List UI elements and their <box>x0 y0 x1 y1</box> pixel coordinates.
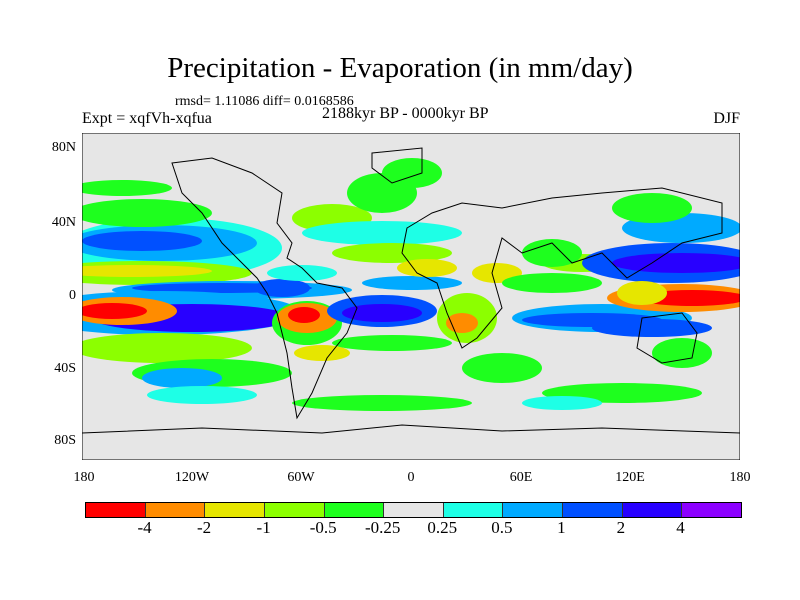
colorbar-swatch <box>503 503 564 517</box>
plot-title: Precipitation - Evaporation (in mm/day) <box>167 52 633 84</box>
lon-label-180w: 180 <box>73 470 95 485</box>
lat-label-0: 0 <box>69 288 76 303</box>
field-contours <box>82 133 740 460</box>
colorbar-swatch <box>86 503 146 517</box>
lon-label-0: 0 <box>407 470 415 485</box>
lat-label-40n: 40N <box>51 215 76 230</box>
period-label: 2188kyr BP - 0000kyr BP <box>322 105 489 122</box>
season-label: DJF <box>713 110 740 127</box>
colorbar-tick-label: 0.25 <box>427 518 458 537</box>
coastlines <box>82 147 740 434</box>
colorbar-tick-label: -4 <box>137 518 152 537</box>
colorbar-swatch <box>384 503 444 517</box>
colorbar-swatch <box>205 503 265 517</box>
colorbar-tick-label: 4 <box>676 518 685 537</box>
colorbar-tick-label: 0.5 <box>491 518 513 537</box>
experiment-label: Expt = xqfVh-xqfua <box>82 110 212 127</box>
colorbar-tick-label: -1 <box>256 518 271 537</box>
lon-label-60w: 60W <box>287 470 315 485</box>
lat-label-40s: 40S <box>54 361 76 376</box>
colorbar-swatch <box>443 503 504 517</box>
lon-label-120w: 120W <box>174 470 210 485</box>
colorbar-swatch <box>324 503 385 517</box>
lat-label-80n: 80N <box>51 140 76 155</box>
lon-label-120e: 120E <box>615 470 645 485</box>
colorbar-swatch <box>622 503 683 517</box>
colorbar-tick-label: -2 <box>196 518 212 537</box>
lon-label-60e: 60E <box>509 470 533 485</box>
colorbar-tick-label: -0.25 <box>365 518 401 537</box>
colorbar-swatch <box>145 503 206 517</box>
colorbar-swatch <box>563 503 623 517</box>
colorbar-swatch <box>682 503 742 517</box>
colorbar-tick-label: -0.5 <box>309 518 337 537</box>
stats-text: rmsd= 1.11086 diff= 0.0168586 <box>175 94 354 109</box>
lat-label-80s: 80S <box>54 433 76 448</box>
colorbar-tick-label: 2 <box>616 518 626 537</box>
lon-label-180e: 180 <box>729 470 751 485</box>
colorbar-swatch <box>264 503 325 517</box>
map-plot <box>82 133 740 460</box>
colorbar-tick-label: 1 <box>557 518 566 537</box>
colorbar <box>85 502 742 518</box>
